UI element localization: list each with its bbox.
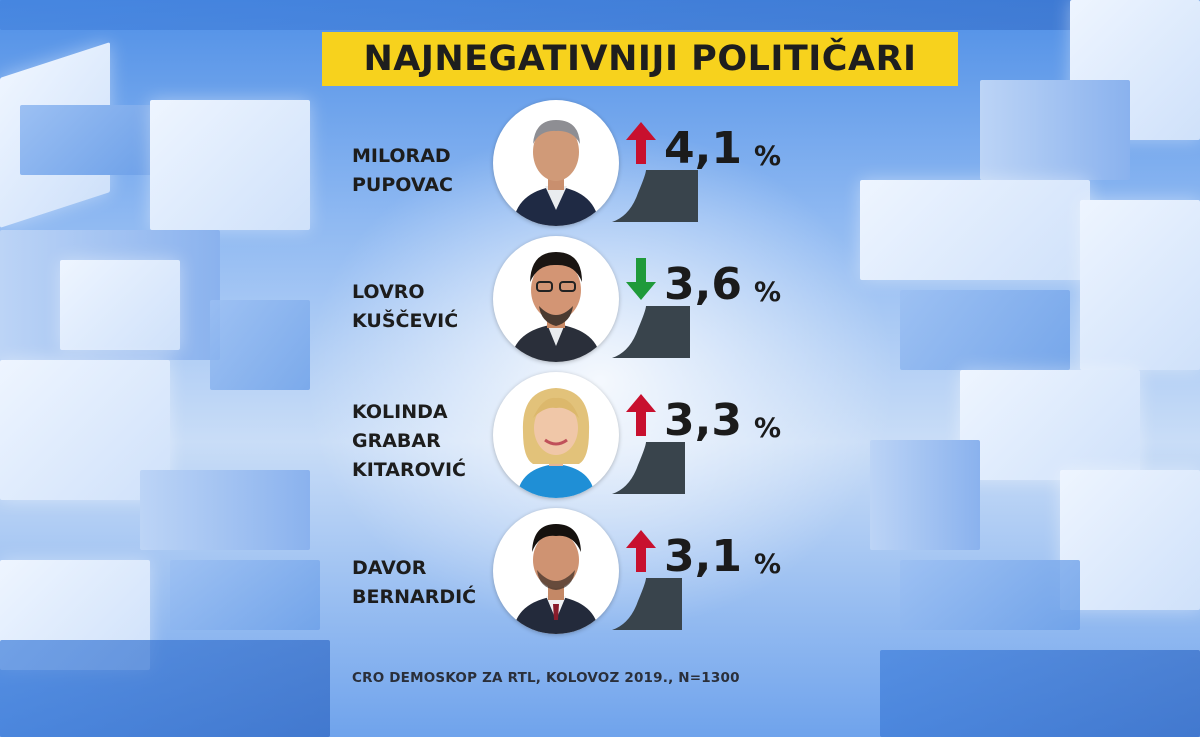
chart-title: NAJNEGATIVNIJI POLITIČARI (363, 39, 917, 79)
value-bar (612, 170, 698, 222)
name-line: MILORAD (352, 145, 451, 167)
politician-row: MILORAD PUPOVAC 4,1 % (0, 98, 1200, 226)
value-label: 4,1 (664, 123, 742, 174)
percent-sign: % (754, 141, 782, 172)
bg-block (1060, 470, 1200, 610)
bg-block (150, 100, 310, 230)
name-line: LOVRO (352, 281, 425, 303)
bg-block (860, 180, 1090, 280)
value-bar-shape (612, 578, 682, 630)
arrow-up-icon (626, 122, 656, 164)
bg-block (900, 560, 1080, 630)
bg-block (0, 640, 330, 737)
value-label: 3,1 (664, 531, 742, 582)
source-note: CRO DEMOSKOP ZA RTL, KOLOVOZ 2019., N=13… (352, 670, 740, 686)
value-label: 3,6 (664, 259, 742, 310)
avatar (493, 508, 619, 634)
politician-name: DAVOR BERNARDIĆ (352, 554, 502, 612)
title-bar: NAJNEGATIVNIJI POLITIČARI (322, 32, 958, 86)
name-line: GRABAR (352, 430, 441, 452)
portrait-icon (513, 524, 599, 634)
value-bar-shape (612, 306, 690, 358)
value-bar-shape (612, 170, 698, 222)
bg-block (20, 105, 160, 175)
value-bar-shape (612, 442, 685, 494)
bg-block (140, 470, 310, 550)
arrow-up-icon (626, 394, 656, 436)
avatar (493, 372, 619, 498)
avatar (493, 236, 619, 362)
politician-row: DAVOR BERNARDIĆ 3,1 % (0, 506, 1200, 634)
percent-sign: % (754, 413, 782, 444)
name-line: PUPOVAC (352, 174, 453, 196)
value-bar (612, 306, 690, 358)
value-bar (612, 442, 685, 494)
bg-block (170, 560, 320, 630)
bg-block (1080, 200, 1200, 370)
arrow-down-icon (626, 258, 656, 300)
percent-sign: % (754, 277, 782, 308)
arrow-up-icon (626, 530, 656, 572)
bg-block (60, 260, 180, 350)
name-line: KOLINDA (352, 401, 448, 423)
politician-row: KOLINDA GRABAR KITAROVIĆ 3,3 % (0, 370, 1200, 498)
name-line: KUŠČEVIĆ (352, 310, 459, 332)
name-line: DAVOR (352, 557, 427, 579)
bg-block (900, 290, 1070, 370)
bg-block (880, 650, 1200, 737)
politician-name: LOVRO KUŠČEVIĆ (352, 278, 502, 336)
portrait-icon (513, 120, 599, 226)
portrait-icon (517, 388, 595, 498)
value-bar (612, 578, 682, 630)
avatar (493, 100, 619, 226)
bg-block (980, 80, 1130, 180)
percent-sign: % (754, 549, 782, 580)
value-label: 3,3 (664, 395, 742, 446)
bg-block (210, 300, 310, 390)
bg-block (0, 0, 1200, 30)
bg-block (870, 440, 980, 550)
politician-name: KOLINDA GRABAR KITAROVIĆ (352, 398, 502, 485)
politician-name: MILORAD PUPOVAC (352, 142, 502, 200)
politician-row: LOVRO KUŠČEVIĆ 3,6 % (0, 234, 1200, 362)
portrait-icon (511, 252, 601, 362)
name-line: KITAROVIĆ (352, 459, 466, 481)
name-line: BERNARDIĆ (352, 586, 477, 608)
bg-block (960, 370, 1140, 480)
